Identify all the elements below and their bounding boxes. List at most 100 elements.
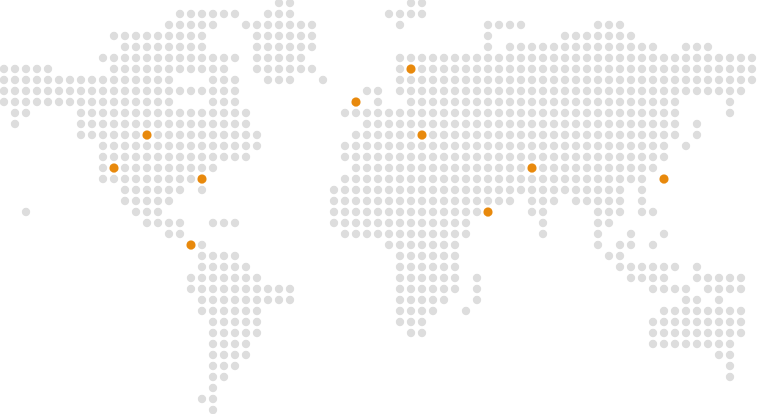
land-dot xyxy=(494,185,504,195)
land-dot xyxy=(450,251,460,261)
land-dot xyxy=(494,64,504,74)
land-dot xyxy=(197,130,207,140)
land-dot xyxy=(538,229,548,239)
land-dot xyxy=(208,394,218,404)
land-dot xyxy=(175,229,185,239)
land-dot xyxy=(637,152,647,162)
land-dot xyxy=(120,130,130,140)
land-dot xyxy=(439,152,449,162)
land-dot xyxy=(208,20,218,30)
land-dot xyxy=(285,9,295,19)
land-dot xyxy=(439,97,449,107)
land-dot xyxy=(428,196,438,206)
land-dot xyxy=(120,185,130,195)
land-dot xyxy=(615,20,625,30)
land-dot xyxy=(428,97,438,107)
land-dot xyxy=(637,262,647,272)
land-dot xyxy=(131,75,141,85)
land-dot xyxy=(395,185,405,195)
land-dot xyxy=(65,97,75,107)
land-dot xyxy=(483,53,493,63)
land-dot xyxy=(120,31,130,41)
land-dot xyxy=(648,339,658,349)
land-dot xyxy=(681,75,691,85)
land-dot xyxy=(582,174,592,184)
land-dot xyxy=(98,75,108,85)
land-dot xyxy=(505,152,515,162)
land-dot xyxy=(593,75,603,85)
land-dot xyxy=(461,229,471,239)
land-dot xyxy=(395,229,405,239)
land-dot xyxy=(241,339,251,349)
land-dot xyxy=(197,152,207,162)
land-dot xyxy=(538,53,548,63)
land-dot xyxy=(406,119,416,129)
land-dot xyxy=(428,240,438,250)
land-dot xyxy=(615,64,625,74)
land-dot xyxy=(362,130,372,140)
land-dot xyxy=(593,108,603,118)
land-dot xyxy=(472,108,482,118)
land-dot xyxy=(736,273,746,283)
land-dot xyxy=(197,9,207,19)
location-marker xyxy=(351,97,361,107)
land-dot xyxy=(461,53,471,63)
land-dot xyxy=(582,53,592,63)
land-dot xyxy=(472,119,482,129)
land-dot xyxy=(637,163,647,173)
land-dot xyxy=(736,64,746,74)
land-dot xyxy=(527,86,537,96)
land-dot xyxy=(384,108,394,118)
land-dot xyxy=(450,108,460,118)
land-dot xyxy=(296,42,306,52)
land-dot xyxy=(153,174,163,184)
land-dot xyxy=(626,163,636,173)
land-dot xyxy=(692,64,702,74)
land-dot xyxy=(208,295,218,305)
land-dot xyxy=(549,163,559,173)
land-dot xyxy=(593,229,603,239)
land-dot xyxy=(241,152,251,162)
land-dot xyxy=(197,53,207,63)
land-dot xyxy=(252,306,262,316)
land-dot xyxy=(395,119,405,129)
land-dot xyxy=(428,284,438,294)
land-dot xyxy=(274,0,284,8)
land-dot xyxy=(406,317,416,327)
land-dot xyxy=(472,163,482,173)
land-dot xyxy=(186,284,196,294)
land-dot xyxy=(219,141,229,151)
land-dot xyxy=(406,328,416,338)
land-dot xyxy=(219,119,229,129)
land-dot xyxy=(208,9,218,19)
land-dot xyxy=(54,86,64,96)
land-dot xyxy=(439,207,449,217)
land-dot xyxy=(153,207,163,217)
land-dot xyxy=(472,97,482,107)
land-dot xyxy=(593,218,603,228)
land-dot xyxy=(615,251,625,261)
land-dot xyxy=(450,185,460,195)
land-dot xyxy=(186,108,196,118)
land-dot xyxy=(703,64,713,74)
land-dot xyxy=(417,229,427,239)
land-dot xyxy=(659,86,669,96)
land-dot xyxy=(483,174,493,184)
land-dot xyxy=(516,75,526,85)
land-dot xyxy=(153,108,163,118)
land-dot xyxy=(516,152,526,162)
land-dot xyxy=(87,119,97,129)
land-dot xyxy=(307,20,317,30)
land-dot xyxy=(593,174,603,184)
land-dot xyxy=(615,75,625,85)
land-dot xyxy=(703,53,713,63)
land-dot xyxy=(219,75,229,85)
land-dot xyxy=(406,53,416,63)
land-dot xyxy=(153,86,163,96)
land-dot xyxy=(417,262,427,272)
land-dot xyxy=(637,64,647,74)
land-dot xyxy=(197,394,207,404)
land-dot xyxy=(659,284,669,294)
land-dot xyxy=(164,86,174,96)
land-dot xyxy=(373,218,383,228)
